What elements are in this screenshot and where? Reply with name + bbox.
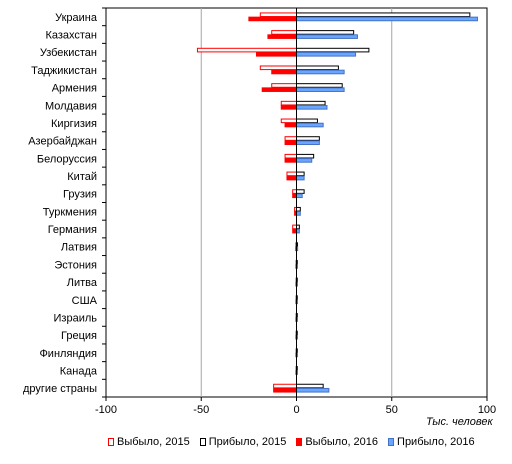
legend-item-1: Прибыло, 2015 [199, 436, 287, 448]
bar-0-5 [280, 100, 298, 106]
category-label: Узбекистан [40, 47, 97, 59]
bar-2-3 [271, 69, 297, 75]
bar-2-10 [292, 193, 298, 199]
bar-3-4 [296, 87, 345, 92]
bar-2-8 [284, 158, 298, 163]
x-tick-label: 50 [386, 404, 398, 416]
bar-2-0 [248, 16, 297, 22]
legend: Выбыло, 2015 Прибыло, 2015 Выбыло, 2016 … [108, 433, 512, 451]
category-label: Армения [52, 83, 97, 95]
legend-swatch-0 [108, 438, 114, 446]
bar-1-1 [296, 30, 355, 35]
legend-label-2: Выбыло, 2016 [305, 436, 379, 448]
legend-label-0: Выбыло, 2015 [117, 436, 190, 448]
legend-swatch-3 [388, 438, 395, 446]
category-label: Латвия [61, 242, 97, 254]
legend-item-3: Прибыло, 2016 [388, 436, 475, 448]
category-label: Туркмения [43, 206, 97, 218]
bar-0-1 [271, 30, 297, 35]
category-label: США [72, 295, 98, 307]
bar-2-2 [255, 52, 297, 57]
bar-3-10 [296, 193, 303, 199]
x-tick-label: 100 [478, 404, 496, 416]
category-label: Канада [60, 365, 98, 377]
bar-1-0 [296, 12, 471, 18]
bar-3-0 [296, 16, 478, 22]
bar-2-5 [280, 105, 298, 110]
category-label: Греция [61, 330, 97, 342]
category-label: Казахстан [45, 30, 97, 42]
legend-label-3: Прибыло, 2016 [397, 436, 475, 448]
bar-3-9 [296, 175, 305, 181]
category-label: Финляндия [39, 348, 97, 360]
bar-3-21 [296, 387, 330, 393]
category-label: Литва [67, 277, 98, 289]
bar-3-5 [296, 105, 328, 110]
bar-0-3 [259, 65, 297, 71]
legend-swatch-1 [199, 438, 206, 446]
bar-0-8 [284, 153, 298, 159]
bar-1-6 [296, 118, 318, 124]
x-tick-label: -100 [95, 404, 117, 416]
category-label: Азербайджан [28, 136, 97, 148]
category-label: Молдавия [45, 100, 97, 112]
bar-0-7 [284, 136, 298, 141]
legend-swatch-2 [296, 438, 303, 446]
bar-2-12 [292, 228, 298, 234]
legend-item-2: Выбыло, 2016 [296, 436, 378, 448]
bar-0-10 [292, 189, 298, 194]
category-label: Германия [48, 224, 97, 236]
category-label: Эстония [54, 259, 97, 271]
bar-3-7 [296, 140, 320, 146]
bar-1-9 [296, 171, 305, 177]
category-label: Киргизия [51, 118, 97, 130]
x-tick-label: -50 [193, 404, 209, 416]
bar-2-21 [273, 387, 298, 393]
bar-3-2 [296, 52, 357, 57]
legend-label-1: Прибыло, 2015 [208, 436, 287, 448]
bar-1-2 [296, 47, 370, 53]
bar-0-2 [196, 47, 297, 53]
bar-0-0 [259, 12, 297, 18]
bar-1-3 [296, 65, 339, 71]
category-label: Таджикистан [31, 65, 97, 77]
bar-1-21 [296, 383, 324, 389]
bar-2-9 [286, 175, 298, 181]
legend-item-0: Выбыло, 2015 [108, 436, 190, 448]
x-axis-unit-label: Тыс. человек [426, 416, 493, 428]
x-tick-label: 0 [293, 404, 299, 416]
bar-3-6 [296, 122, 324, 128]
bar-3-8 [296, 158, 313, 163]
bar-3-11 [296, 211, 301, 216]
bar-0-21 [273, 383, 298, 389]
bar-0-4 [271, 83, 297, 88]
bar-1-11 [296, 206, 301, 212]
bar-2-6 [284, 122, 298, 128]
bar-1-8 [296, 153, 315, 159]
bar-2-1 [267, 34, 297, 39]
bar-2-4 [261, 87, 297, 92]
bar-0-12 [292, 224, 298, 230]
category-label: Израиль [54, 312, 98, 324]
bar-1-4 [296, 83, 343, 88]
category-label: Грузия [63, 189, 97, 201]
category-label: другие страны [23, 383, 97, 395]
category-label: Белоруссия [37, 153, 97, 165]
bar-2-7 [284, 140, 298, 146]
bar-1-10 [296, 189, 305, 194]
bar-3-3 [296, 69, 345, 75]
bar-1-5 [296, 100, 326, 106]
bar-1-7 [296, 136, 320, 141]
bar-0-9 [286, 171, 298, 177]
bar-3-1 [296, 34, 358, 39]
category-label: Украина [55, 12, 98, 24]
bar-0-6 [280, 118, 298, 124]
category-label: Китай [67, 171, 97, 183]
